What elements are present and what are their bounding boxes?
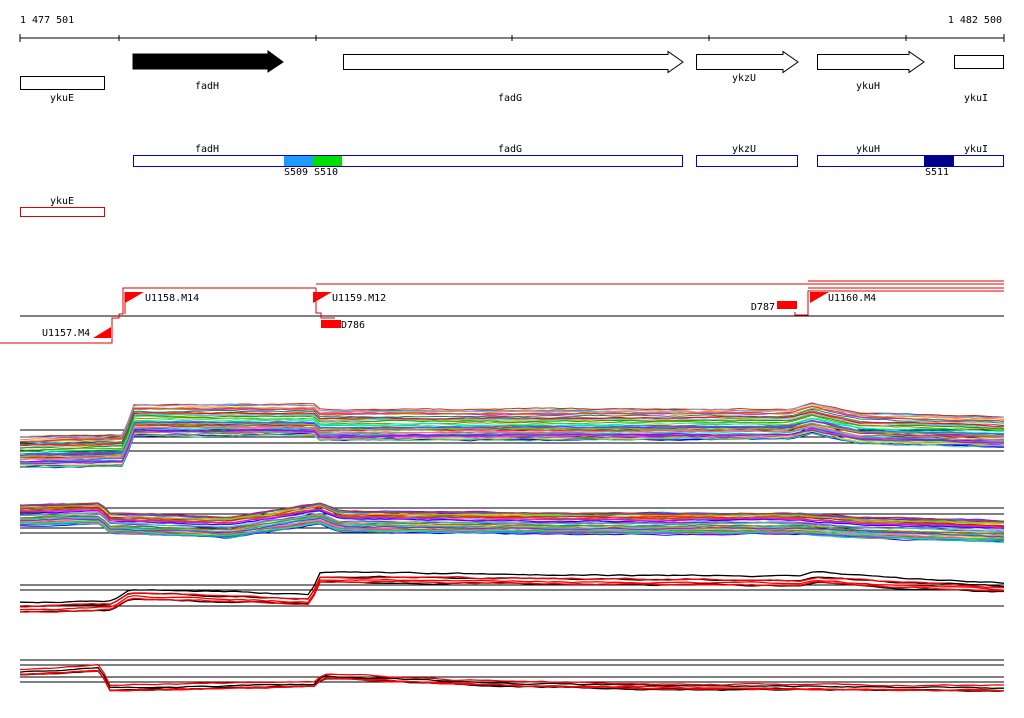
expression-trace xyxy=(19,512,1005,532)
transcript-label-ykuH: ykuH xyxy=(856,144,880,155)
expression-trace xyxy=(19,521,1004,541)
expression-trace xyxy=(19,424,1005,460)
segment-S510[interactable]: S510 xyxy=(313,156,342,178)
ruler-end-label: 1 482 500 xyxy=(948,15,1002,26)
expression-trace xyxy=(19,578,1005,611)
expression-trace xyxy=(19,576,1005,608)
upshift-label-U1157: U1157.M4 xyxy=(42,328,90,339)
transcript-ykuH-ykuI[interactable]: ykuH ykuI xyxy=(817,144,1004,167)
gene-label-fadH: fadH xyxy=(195,81,219,92)
expression-trace xyxy=(19,430,1005,467)
shift-track: U1157.M4 U1158.M14 U1159.M12 U1160.M4 D7… xyxy=(0,280,1004,344)
upshift-U1158-M14[interactable]: U1158.M14 xyxy=(124,292,199,314)
expression-trace xyxy=(19,422,1004,458)
expression-trace xyxy=(19,520,1005,540)
upshift-U1159-M12[interactable]: U1159.M12 xyxy=(313,292,386,304)
transcript-track: fadH fadG S509 S510 ykzU ykuH ykuI S511 xyxy=(133,144,1004,178)
gene-label-ykuH: ykuH xyxy=(856,81,880,92)
gene-ykzU[interactable]: ykzU xyxy=(696,50,799,85)
expression-trace xyxy=(19,502,1005,522)
expression-panel-1 xyxy=(19,402,1005,469)
expression-trace xyxy=(19,514,1005,535)
expression-trace xyxy=(19,504,1004,524)
upshift-U1160-M4[interactable]: U1160.M4 xyxy=(810,292,876,304)
expression-trace xyxy=(19,508,1005,529)
gene-track: ykuE fadH fadG ykzU ykuH ykuI xyxy=(20,50,1004,105)
downshift-D787[interactable]: D787 xyxy=(751,301,797,313)
expression-trace xyxy=(20,406,1005,443)
expression-trace xyxy=(19,509,1005,529)
expression-trace xyxy=(20,663,1005,687)
upshift-U1157-M4[interactable]: U1157.M4 xyxy=(42,327,111,339)
coordinate-ruler: 1 477 501 1 482 500 xyxy=(19,15,1005,42)
expression-trace xyxy=(19,408,1005,445)
expression-trace xyxy=(19,507,1005,527)
feature-ykuE[interactable]: ykuE xyxy=(20,196,105,217)
ruler-start-label: 1 477 501 xyxy=(20,15,74,26)
expression-trace xyxy=(19,517,1005,538)
gene-ykuH[interactable]: ykuH xyxy=(817,50,925,93)
gene-label-ykuE: ykuE xyxy=(50,93,74,104)
feature-label-ykuE: ykuE xyxy=(50,196,74,207)
expression-trace xyxy=(19,403,1005,439)
transcript-label-fadG: fadG xyxy=(498,144,522,155)
expression-trace xyxy=(19,414,1005,449)
gene-fadG[interactable]: fadG xyxy=(343,50,684,105)
expression-trace xyxy=(19,670,1005,692)
gene-ykuI[interactable]: ykuI xyxy=(954,55,1004,105)
expression-trace xyxy=(19,417,1005,453)
expression-trace xyxy=(19,432,1004,469)
expression-trace xyxy=(19,580,1005,613)
downshift-label-D787: D787 xyxy=(751,302,775,313)
gene-label-fadG: fadG xyxy=(498,93,522,104)
gene-ykuE[interactable]: ykuE xyxy=(20,76,105,105)
expression-trace xyxy=(20,429,1005,465)
expression-trace xyxy=(19,505,1005,527)
segment-label-S511: S511 xyxy=(925,167,949,178)
segment-S511[interactable]: S511 xyxy=(924,156,954,178)
expression-trace xyxy=(19,571,1005,604)
downshift-label-D786: D786 xyxy=(341,320,365,331)
segment-label-S510: S510 xyxy=(314,167,338,178)
expression-trace xyxy=(19,414,1005,451)
expression-trace xyxy=(19,402,1005,438)
gene-label-ykzU: ykzU xyxy=(732,73,756,84)
expression-trace xyxy=(19,423,1005,458)
expression-panel-3 xyxy=(19,571,1005,613)
segment-label-S509: S509 xyxy=(284,167,308,178)
gene-fadH[interactable]: fadH xyxy=(132,50,284,92)
expression-trace xyxy=(19,419,1005,455)
segment-S509[interactable]: S509 xyxy=(284,156,313,178)
expression-trace xyxy=(19,411,1005,446)
expression-panel-2 xyxy=(19,502,1005,543)
expression-trace xyxy=(19,667,1004,690)
expression-panel-4 xyxy=(19,659,1005,692)
expression-trace xyxy=(19,580,1004,613)
upshift-label-U1159: U1159.M12 xyxy=(332,293,386,304)
transcript-label-fadH: fadH xyxy=(195,144,219,155)
upshift-label-U1158: U1158.M14 xyxy=(145,293,199,304)
upshift-label-U1160: U1160.M4 xyxy=(828,293,876,304)
transcript-fadH-fadG[interactable]: fadH fadG xyxy=(133,144,683,167)
transcript-label-ykzU: ykzU xyxy=(732,144,756,155)
transcript-ykzU[interactable]: ykzU xyxy=(696,144,798,167)
gene-label-ykuI: ykuI xyxy=(964,93,988,104)
transcript-label-ykuI: ykuI xyxy=(964,144,988,155)
downshift-D786[interactable]: D786 xyxy=(321,320,365,331)
